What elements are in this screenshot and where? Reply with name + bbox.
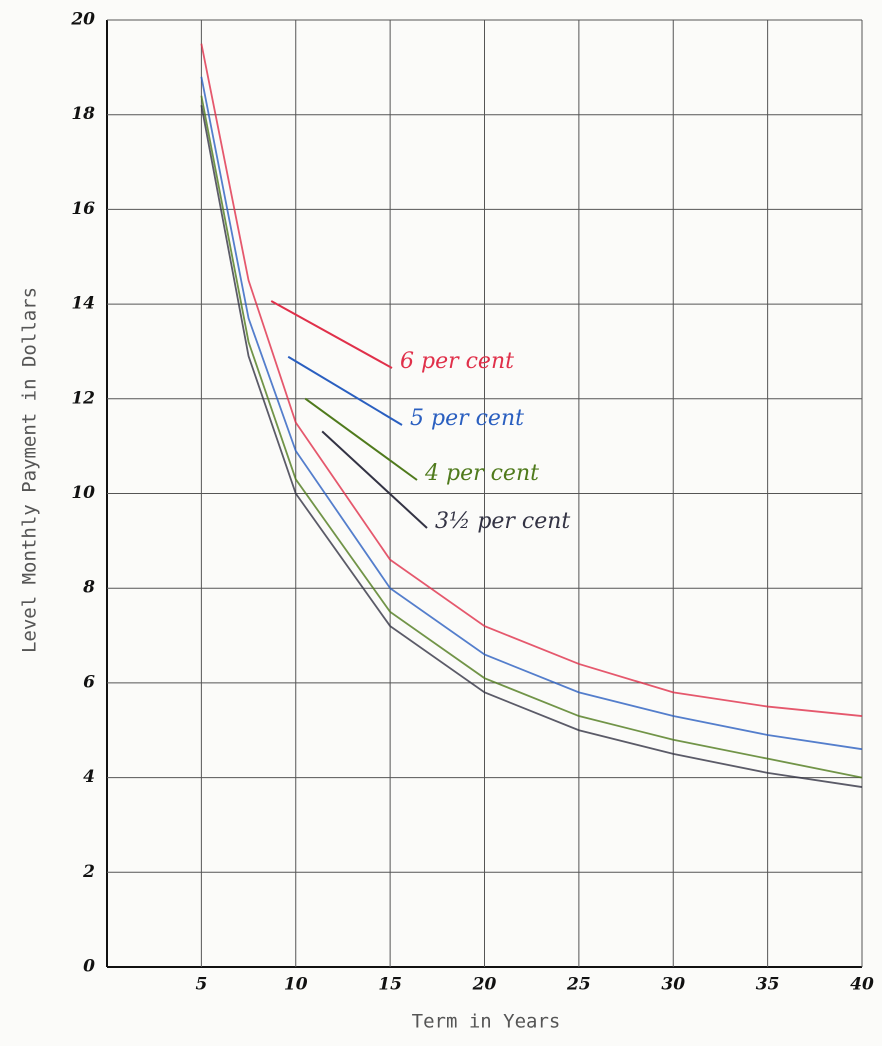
series-line — [200, 76, 863, 751]
y-tick-label: 12 — [71, 388, 95, 408]
y-tick-label: 8 — [82, 578, 95, 598]
y-tick-label: 16 — [71, 199, 95, 219]
y-tick-label: 6 — [83, 672, 95, 692]
label-arrow — [287, 355, 403, 426]
y-tick-label: 0 — [83, 957, 95, 977]
x-tick-label: 20 — [472, 975, 497, 995]
x-tick-label: 25 — [566, 975, 591, 995]
y-tick-label: 20 — [70, 10, 95, 30]
x-tick-label: 10 — [284, 975, 308, 995]
series-label: 4 per cent — [424, 461, 539, 486]
label-arrow — [304, 397, 418, 481]
series-line — [200, 105, 863, 788]
x-tick-label: 30 — [661, 975, 685, 995]
x-axis-label: Term in Years — [412, 1011, 561, 1033]
y-tick-label: 2 — [82, 862, 95, 882]
series-label: 3½ per cent — [435, 509, 570, 534]
y-tick-label: 4 — [83, 767, 95, 787]
series-line — [200, 43, 863, 717]
y-tick-label: 14 — [71, 294, 95, 314]
series-label: 5 per cent — [410, 406, 524, 431]
y-tick-label: 18 — [71, 104, 95, 124]
y-axis-label: Level Monthly Payment in Dollars — [19, 287, 41, 653]
series-label: 6 per cent — [400, 349, 514, 374]
x-tick-label: 35 — [756, 975, 780, 995]
x-tick-label: 15 — [378, 975, 402, 995]
x-tick-label: 5 — [195, 975, 207, 995]
series-line — [200, 95, 863, 779]
label-arrow — [321, 430, 428, 529]
label-arrow — [270, 300, 393, 369]
y-tick-label: 10 — [71, 483, 95, 503]
x-tick-label: 40 — [850, 975, 874, 995]
